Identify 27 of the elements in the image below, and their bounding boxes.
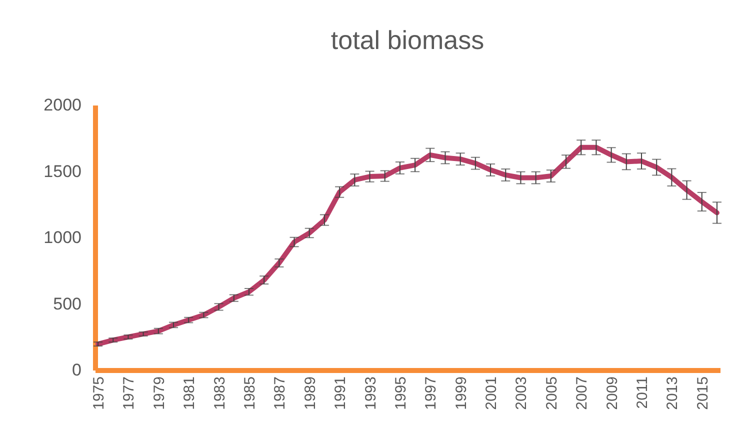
- x-tick-label: 2005: [543, 376, 560, 410]
- y-tick-label: 1000: [44, 228, 82, 247]
- x-tick-label: 2001: [483, 376, 500, 410]
- x-tick-label: 1987: [272, 376, 289, 410]
- y-tick-label: 1500: [44, 162, 82, 181]
- x-tick-label: 2015: [694, 376, 712, 410]
- x-tick-label: 1983: [211, 376, 228, 410]
- x-tick-label: 1999: [452, 376, 470, 410]
- chart-title: total biomass: [330, 25, 484, 55]
- x-tick-label: 1979: [150, 376, 168, 410]
- x-tick-label: 2003: [513, 376, 530, 410]
- x-tick-label: 2009: [604, 376, 621, 410]
- x-tick-label: 2011: [634, 376, 651, 409]
- x-tick-label: 1997: [422, 376, 440, 410]
- x-tick-label: 2013: [664, 376, 682, 410]
- y-tick-label: 500: [53, 294, 82, 314]
- x-tick-label: 1991: [332, 376, 350, 410]
- x-tick-label: 1975: [90, 376, 108, 410]
- x-tick-label: 2007: [574, 376, 591, 410]
- x-tick-label: 1995: [392, 376, 410, 410]
- x-tick-label: 1981: [181, 376, 198, 410]
- y-tick-label: 0: [72, 360, 82, 380]
- x-tick-label: 1977: [120, 376, 138, 410]
- x-tick-label: 1985: [241, 376, 258, 410]
- x-tick-label: 1989: [302, 376, 319, 410]
- x-tick-label: 1993: [362, 376, 380, 410]
- y-tick-label: 2000: [44, 96, 82, 114]
